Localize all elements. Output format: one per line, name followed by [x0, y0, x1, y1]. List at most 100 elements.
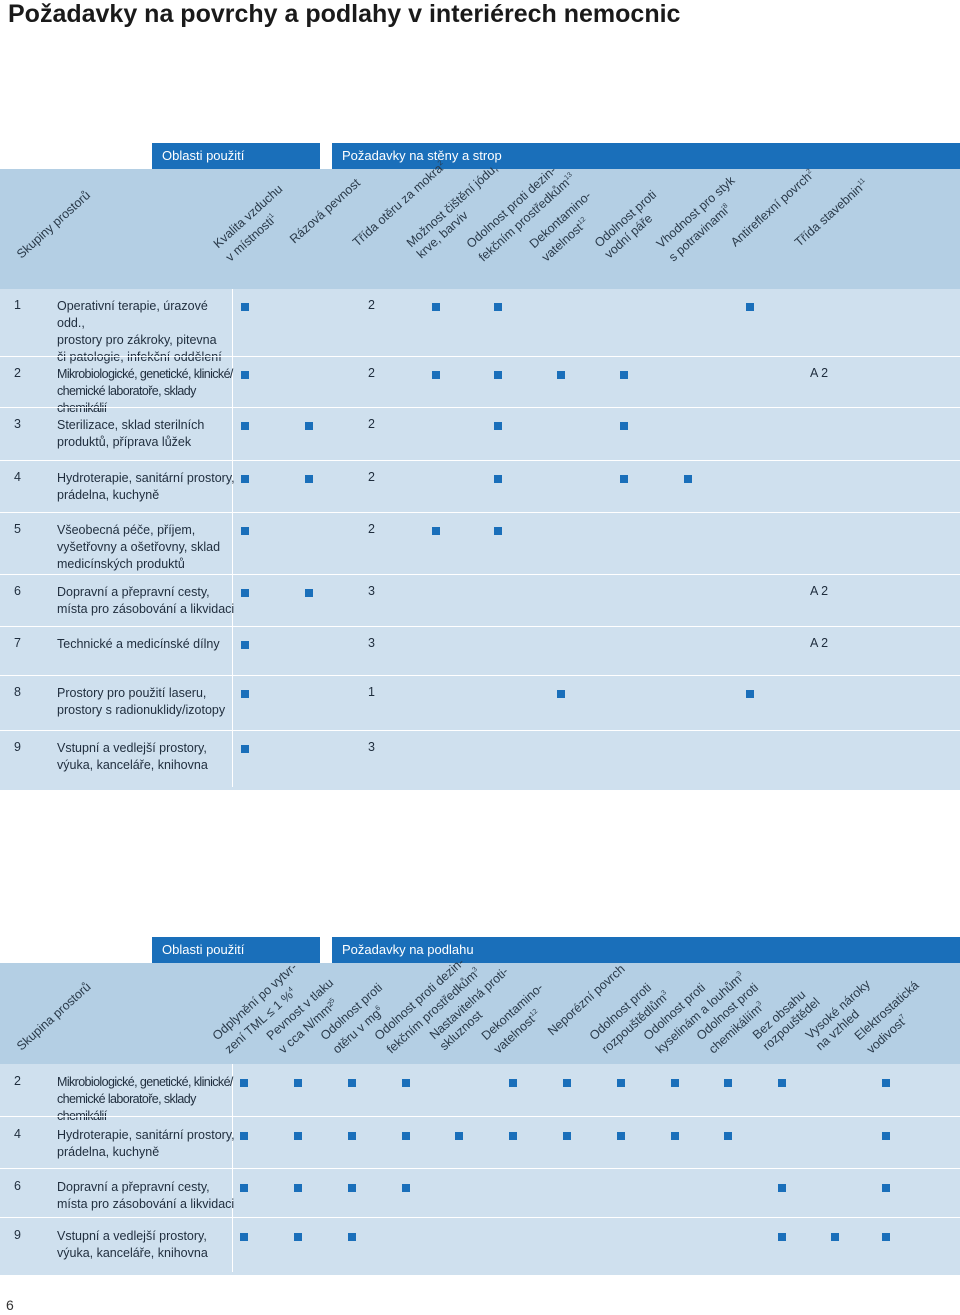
page-number: 6 [6, 1297, 14, 1313]
column-divider [232, 731, 233, 787]
row-label: Hydroterapie, sanitární prostory, prádeln… [57, 1127, 235, 1161]
requirement-marker [831, 1233, 839, 1241]
requirement-marker [402, 1132, 410, 1140]
requirement-marker [563, 1132, 571, 1140]
requirement-marker [746, 690, 754, 698]
row-label-line: Sterilizace, sklad sterilních [57, 418, 205, 432]
row-label-line: Technické a medicínské dílny [57, 637, 220, 651]
row-label-line: chemické laboratoře, sklady chemikálií [57, 384, 196, 415]
requirement-marker [494, 371, 502, 379]
requirement-marker [305, 475, 313, 483]
requirement-marker [241, 371, 249, 379]
cell-value: 2 [368, 366, 375, 380]
requirement-marker [241, 745, 249, 753]
requirement-marker [305, 589, 313, 597]
requirement-marker [348, 1132, 356, 1140]
requirement-marker [724, 1132, 732, 1140]
requirement-marker [882, 1184, 890, 1192]
table-row: 8 Prostory pro použití laseru, prostory s … [0, 675, 960, 731]
requirement-marker [494, 475, 502, 483]
row-number: 2 [14, 366, 21, 380]
row-label-line: výuka, kanceláře, knihovna [57, 1246, 208, 1260]
row-label: Všeobecná péče, příjem, vyšetřovny a ošet… [57, 522, 235, 573]
section-bar-areas: Oblasti použití [152, 937, 320, 963]
requirement-marker [882, 1233, 890, 1241]
row-label-line: Vstupní a vedlejší prostory, [57, 1229, 207, 1243]
section-bar-requirements: Požadavky na podlahu [332, 937, 960, 963]
requirement-marker [348, 1233, 356, 1241]
row-number: 1 [14, 298, 21, 312]
cell-value: 2 [368, 470, 375, 484]
row-label-line: Všeobecná péče, příjem, [57, 523, 196, 537]
table-row: 9 Vstupní a vedlejší prostory, výuka, kanc… [0, 1217, 960, 1272]
row-label-line: výuka, kanceláře, knihovna [57, 758, 208, 772]
column-divider [232, 575, 233, 627]
table-body: 2 Mikrobiologické, genetické, klinické/ch… [0, 1064, 960, 1275]
table-row: 7 Technické a medicínské dílny 3 A 2 [0, 626, 960, 676]
row-label: Mikrobiologické, genetické, klinické/che… [57, 1074, 235, 1125]
requirement-marker [402, 1079, 410, 1087]
row-label-line: Hydroterapie, sanitární prostory, [57, 1128, 235, 1142]
table-row: 6 Dopravní a přepravní cesty, místa pro zá… [0, 574, 960, 627]
row-label-line: či patologie, infekční oddělení [57, 350, 222, 364]
requirement-marker [241, 527, 249, 535]
row-number: 4 [14, 470, 21, 484]
row-number: 9 [14, 740, 21, 754]
requirement-marker [494, 527, 502, 535]
requirement-marker [620, 422, 628, 430]
row-label-line: místa pro zásobování a likvidaci [57, 602, 235, 616]
row-label: Prostory pro použití laseru, prostory s r… [57, 685, 235, 719]
requirement-marker [432, 303, 440, 311]
row-label-line: prádelna, kuchyně [57, 488, 160, 502]
row-number: 6 [14, 1179, 21, 1193]
requirement-marker [778, 1184, 786, 1192]
table-row: 6 Dopravní a přepravní cesty, místa pro zá… [0, 1168, 960, 1218]
requirement-marker [617, 1079, 625, 1087]
row-label-line: Mikrobiologické, genetické, klinické/ [57, 367, 233, 381]
row-label: Operativní terapie, úrazové odd., prostor… [57, 298, 235, 366]
table-row: 5 Všeobecná péče, příjem, vyšetřovny a oše… [0, 512, 960, 575]
row-label: Technické a medicínské dílny [57, 636, 235, 653]
requirement-marker [617, 1132, 625, 1140]
requirement-marker [294, 1184, 302, 1192]
row-label: Mikrobiologické, genetické, klinické/che… [57, 366, 235, 417]
column-divider [232, 1169, 233, 1218]
row-number: 3 [14, 417, 21, 431]
requirement-marker [509, 1079, 517, 1087]
column-divider [232, 627, 233, 676]
requirement-marker [746, 303, 754, 311]
column-divider [232, 676, 233, 731]
cell-value: A 2 [810, 584, 829, 598]
column-divider [232, 1218, 233, 1272]
row-label-line: Hydroterapie, sanitární prostory, [57, 471, 235, 485]
cell-value: 1 [368, 685, 375, 699]
row-label-line: prostory s radionuklidy/izotopy [57, 703, 226, 717]
table-body: 1 Operativní terapie, úrazové odd., prosto… [0, 289, 960, 790]
requirement-marker [305, 422, 313, 430]
requirement-marker [557, 690, 565, 698]
row-number: 5 [14, 522, 21, 536]
column-divider [232, 461, 233, 513]
page-title: Požadavky na povrchy a podlahy v interié… [8, 0, 681, 28]
requirement-marker [240, 1079, 248, 1087]
requirement-marker [348, 1079, 356, 1087]
column-divider [232, 408, 233, 461]
requirement-marker [684, 475, 692, 483]
row-label: Dopravní a přepravní cesty, místa pro zás… [57, 1179, 235, 1213]
requirement-marker [240, 1184, 248, 1192]
table-row: 2 Mikrobiologické, genetické, klinické/ch… [0, 1064, 960, 1123]
cell-value: 3 [368, 740, 375, 754]
cell-value: A 2 [810, 366, 829, 380]
requirement-marker [241, 641, 249, 649]
requirement-marker [509, 1132, 517, 1140]
row-number: 9 [14, 1228, 21, 1242]
requirement-marker [432, 371, 440, 379]
column-divider [232, 1117, 233, 1169]
cell-value: 3 [368, 584, 375, 598]
row-label-line: Dopravní a přepravní cesty, [57, 1180, 210, 1194]
header-band [0, 963, 960, 1064]
column-divider [232, 357, 233, 408]
row-number: 7 [14, 636, 21, 650]
row-number: 4 [14, 1127, 21, 1141]
requirement-marker [882, 1132, 890, 1140]
